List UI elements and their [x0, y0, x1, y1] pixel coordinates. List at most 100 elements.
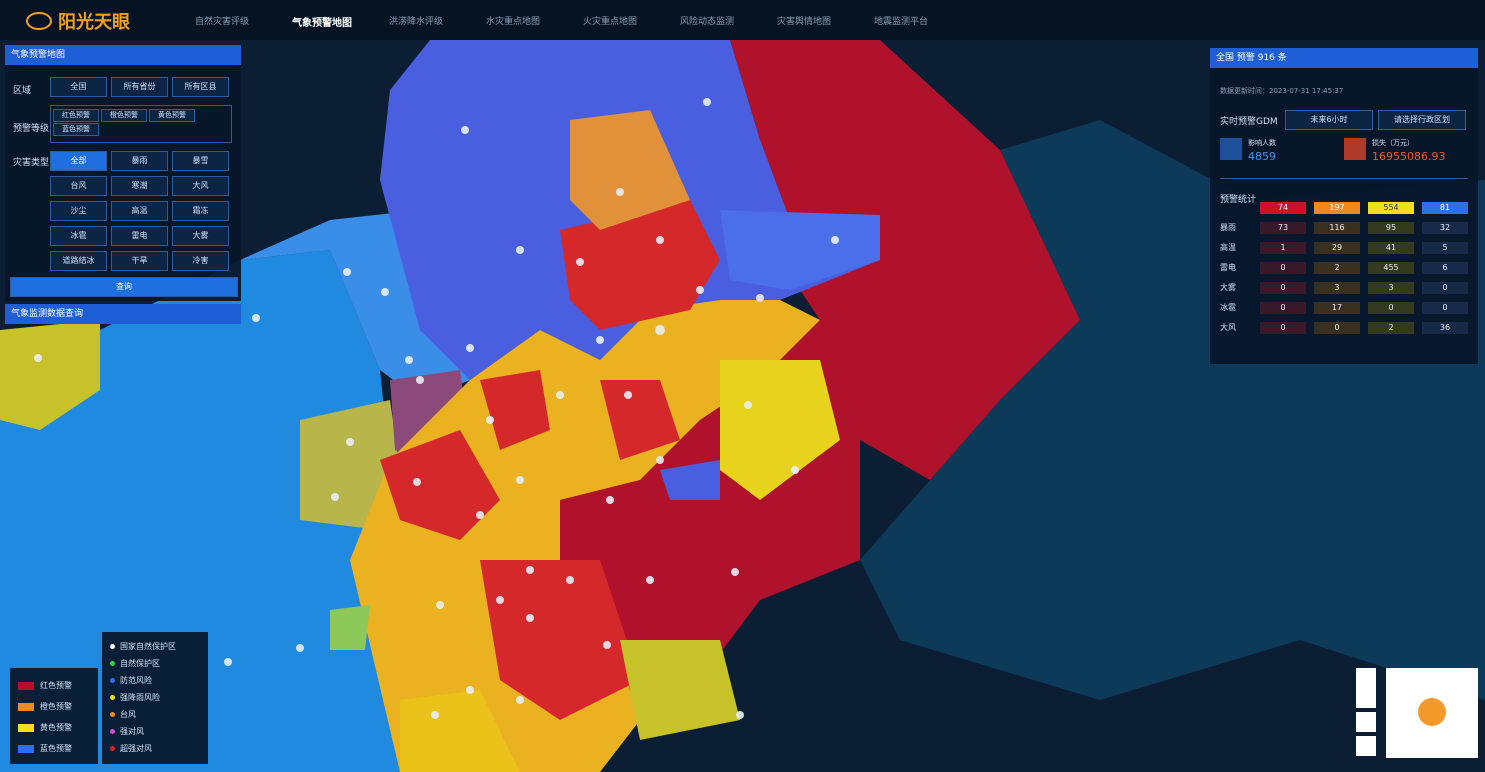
table-cell: 36 [1422, 322, 1468, 334]
legend-label: 超强对风 [120, 744, 152, 753]
label: 预警等级 [13, 124, 50, 134]
panel-title[interactable]: 气象监测数据查询 [5, 304, 241, 324]
header-cell: 554 [1368, 202, 1414, 214]
type-button[interactable]: 冰雹 [50, 226, 107, 246]
legend-dot [110, 644, 115, 649]
region-red-inner [600, 380, 680, 460]
type-button[interactable]: 干旱 [111, 251, 168, 271]
type-button[interactable]: 大风 [172, 176, 229, 196]
type-button[interactable]: 寒潮 [111, 176, 168, 196]
nav-item[interactable]: 水灾重点地图 [486, 17, 541, 27]
type-button[interactable]: 全部 [50, 151, 107, 171]
label: 影响人数 [1248, 139, 1276, 147]
table-cell: 29 [1314, 242, 1360, 254]
region-red-inner [380, 430, 500, 540]
table-cell: 2 [1314, 262, 1360, 274]
row-label: 大雾 [1220, 283, 1236, 292]
nav-item[interactable]: 洪涝降水评级 [389, 17, 444, 27]
table-cell: 95 [1368, 222, 1414, 234]
legend-label: 强对风 [120, 727, 144, 736]
value: 4859 [1248, 150, 1276, 163]
label: 灾害类型 [13, 158, 50, 168]
legend-dot [110, 678, 115, 683]
region-yellow [0, 320, 100, 430]
table-cell: 3 [1314, 282, 1360, 294]
legend-dot [110, 746, 115, 751]
select[interactable]: 所有省份 [111, 77, 168, 97]
logo: 阳光天眼 [58, 12, 130, 33]
select[interactable]: 所有区县 [172, 77, 229, 97]
type-button[interactable]: 沙尘 [50, 201, 107, 221]
icon [1220, 138, 1242, 160]
legend-warning: 红色预警 橙色预警 黄色预警 蓝色预警 [10, 668, 98, 764]
icon [1344, 138, 1366, 160]
layer-control[interactable] [1356, 712, 1376, 732]
zoom-control[interactable] [1356, 668, 1376, 708]
region-yellow-inner [720, 360, 840, 500]
panel-title: 气象预警地图 [5, 45, 241, 65]
nav-item[interactable]: 火灾重点地图 [583, 17, 638, 27]
tag[interactable]: 橙色预警 [101, 109, 147, 122]
legend-label: 国家自然保护区 [120, 642, 176, 651]
legend-swatch [18, 682, 34, 690]
header-cell: 81 [1422, 202, 1468, 214]
table-cell: 0 [1260, 282, 1306, 294]
legend-label: 蓝色预警 [40, 744, 72, 753]
legend-swatch [18, 745, 34, 753]
table-cell: 0 [1260, 302, 1306, 314]
panel-title: 全国 预警 916 条 [1210, 48, 1478, 68]
logo-icon [26, 12, 52, 30]
tag[interactable]: 黄色预警 [149, 109, 195, 122]
measure-control[interactable] [1356, 736, 1376, 756]
legend-label: 橙色预警 [40, 702, 72, 711]
type-button[interactable]: 雷电 [111, 226, 168, 246]
type-button[interactable]: 台风 [50, 176, 107, 196]
region-yellow-inner [620, 640, 740, 740]
table-cell: 455 [1368, 262, 1414, 274]
table-cell: 116 [1314, 222, 1360, 234]
nav-item[interactable]: 地震监测平台 [874, 17, 929, 27]
filter-panel: 气象预警地图 区域 全国 所有省份 所有区县 预警等级 红色预警 橙色预警 黄色预警 蓝色预警 灾害… [5, 45, 241, 301]
qr-logo [1418, 698, 1446, 726]
type-button[interactable]: 高温 [111, 201, 168, 221]
table-cell: 2 [1368, 322, 1414, 334]
label: 预警统计 [1220, 195, 1257, 205]
nav-item[interactable]: 气象预警地图 [292, 18, 352, 29]
table-cell: 1 [1260, 242, 1306, 254]
query-button[interactable]: 查询 [10, 277, 238, 297]
select[interactable]: 全国 [50, 77, 107, 97]
type-button[interactable]: 道路结冰 [50, 251, 107, 271]
header-cell: 74 [1260, 202, 1306, 214]
region-orange [350, 300, 820, 772]
nav-item[interactable]: 灾害舆情地图 [777, 17, 832, 27]
type-button[interactable]: 冷害 [172, 251, 229, 271]
tag[interactable]: 蓝色预警 [53, 123, 99, 136]
type-button[interactable]: 霜冻 [172, 201, 229, 221]
region-orange-inner [570, 110, 690, 230]
legend-label: 黄色预警 [40, 723, 72, 732]
legend-swatch [18, 724, 34, 732]
nav-item[interactable]: 自然灾害评级 [195, 17, 250, 27]
select[interactable]: 请选择行政区划 [1378, 110, 1466, 130]
tag[interactable]: 红色预警 [53, 109, 99, 122]
type-button[interactable]: 大雾 [172, 226, 229, 246]
update-time: 数据更新时间：2023-07-31 17:45:37 [1220, 87, 1344, 95]
monitor-panel: 气象监测数据查询 [5, 304, 241, 324]
row-label: 暴雨 [1220, 223, 1236, 232]
legend-dot [110, 695, 115, 700]
type-button[interactable]: 暴雪 [172, 151, 229, 171]
legend-swatch [18, 703, 34, 711]
tag-box [50, 105, 232, 143]
region-blue-inner [720, 210, 880, 290]
row-label: 雷电 [1220, 263, 1236, 272]
header-cell: 197 [1314, 202, 1360, 214]
select[interactable]: 未来6小时 [1285, 110, 1373, 130]
table-cell: 0 [1368, 302, 1414, 314]
type-button[interactable]: 暴雨 [111, 151, 168, 171]
value: 16955086.93 [1372, 150, 1446, 163]
table-cell: 0 [1422, 302, 1468, 314]
nav-item[interactable]: 风险动态监测 [680, 17, 735, 27]
region-red-inner [480, 370, 550, 450]
